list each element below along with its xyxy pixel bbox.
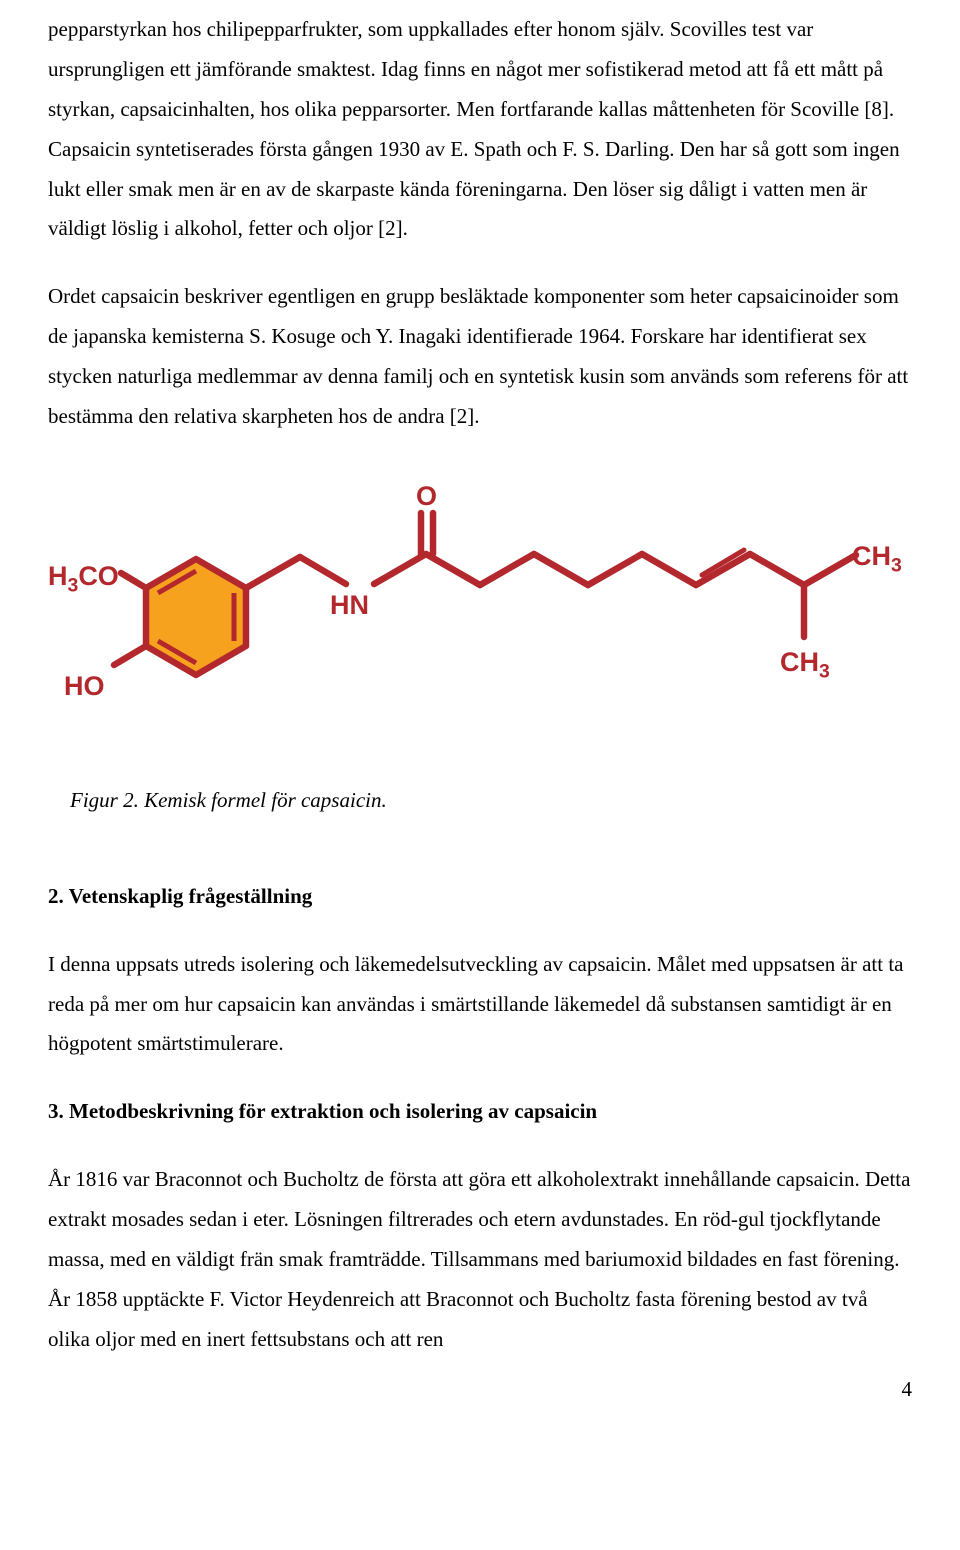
label-ch3-top: CH3 [852,531,902,584]
label-o: O [416,471,437,522]
section-2-heading: 2. Vetenskaplig frågeställning [48,877,912,917]
figure-2: O H3CO HN CH3 CH3 HO Figur 2. Kemisk for… [48,465,912,821]
figure-caption: Figur 2. Kemisk formel för capsaicin. [70,781,912,821]
paragraph-4: År 1816 var Braconnot och Bucholtz de fö… [48,1160,912,1359]
molecule-svg [48,465,908,745]
label-h3co: H3CO [48,551,119,604]
paragraph-3: I denna uppsats utreds isolering och läk… [48,945,912,1065]
label-ch3-bot: CH3 [780,637,830,690]
section-3-heading: 3. Metodbeskrivning för extraktion och i… [48,1092,912,1132]
paragraph-1: pepparstyrkan hos chilipepparfrukter, so… [48,10,912,249]
molecule-diagram: O H3CO HN CH3 CH3 HO [48,465,908,745]
label-ho: HO [64,661,105,712]
page-number: 4 [48,1370,912,1410]
label-hn: HN [330,580,369,631]
paragraph-2: Ordet capsaicin beskriver egentligen en … [48,277,912,437]
